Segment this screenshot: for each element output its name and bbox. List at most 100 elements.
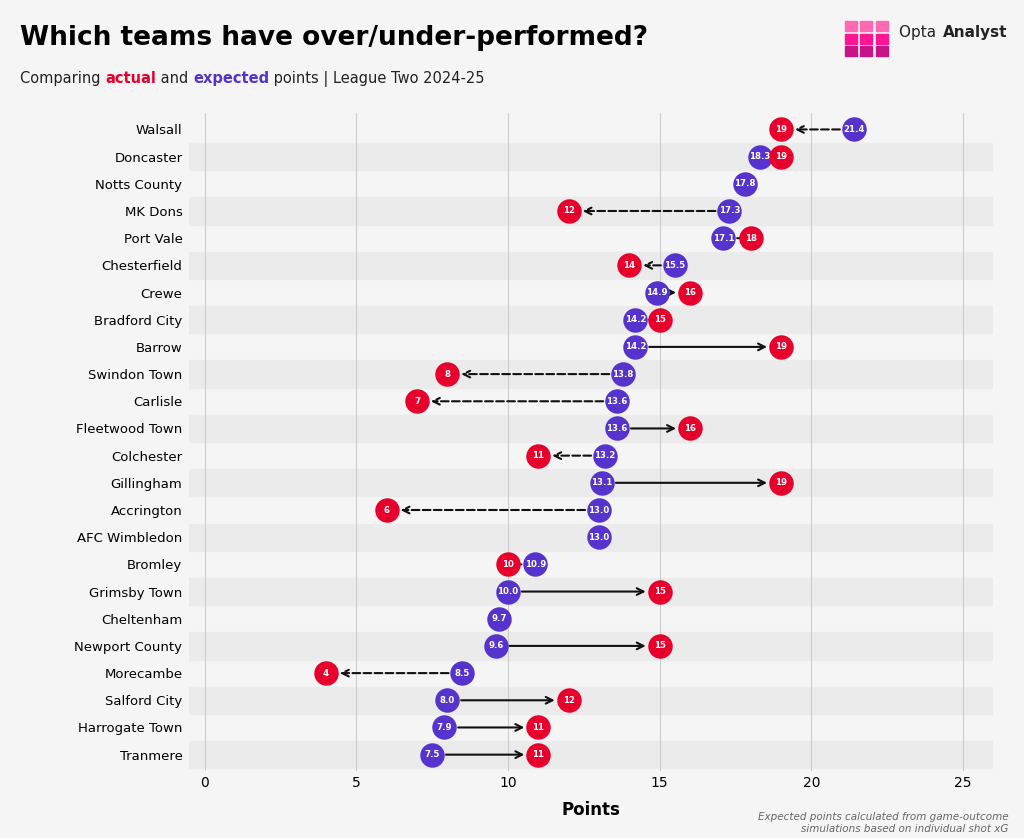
Point <box>715 231 731 245</box>
Point <box>500 585 516 598</box>
Text: 16: 16 <box>684 424 696 433</box>
Point <box>379 504 395 517</box>
Text: 12: 12 <box>562 206 574 215</box>
Point <box>597 449 613 463</box>
Text: 13.2: 13.2 <box>594 451 615 460</box>
Point <box>648 286 665 299</box>
Point <box>560 204 577 218</box>
Text: 13.0: 13.0 <box>589 505 609 515</box>
Text: Comparing: Comparing <box>20 71 105 86</box>
Point <box>530 748 547 762</box>
Point <box>667 259 683 272</box>
Text: expected: expected <box>194 71 269 86</box>
Bar <box>189 686 993 714</box>
Text: 18.3: 18.3 <box>749 153 770 161</box>
Bar <box>189 741 993 768</box>
Point <box>455 666 471 680</box>
Point <box>615 367 632 380</box>
Point <box>721 204 737 218</box>
Point <box>560 694 577 707</box>
Point <box>500 557 516 571</box>
Text: 8: 8 <box>444 370 451 379</box>
Text: 11: 11 <box>532 723 545 732</box>
Point <box>609 395 626 408</box>
Text: 15: 15 <box>653 315 666 324</box>
Point <box>651 313 668 327</box>
X-axis label: Points: Points <box>562 801 621 819</box>
Point <box>651 639 668 653</box>
Point <box>530 449 547 463</box>
Point <box>591 504 607 517</box>
Point <box>627 313 643 327</box>
Text: 19: 19 <box>775 125 787 134</box>
Bar <box>189 198 993 225</box>
Point <box>622 259 638 272</box>
Text: 10.0: 10.0 <box>498 587 518 596</box>
Point <box>409 395 425 408</box>
Point <box>773 476 790 489</box>
Point <box>436 721 453 734</box>
Point <box>752 150 768 163</box>
Text: 15: 15 <box>653 587 666 596</box>
Text: 8.0: 8.0 <box>439 696 455 705</box>
Point <box>846 122 862 136</box>
Text: Analyst: Analyst <box>943 25 1008 40</box>
Point <box>591 530 607 544</box>
Point <box>736 177 753 190</box>
Text: 13.0: 13.0 <box>589 533 609 541</box>
Text: 17.1: 17.1 <box>713 234 734 243</box>
Text: Opta: Opta <box>899 25 941 40</box>
Point <box>439 694 456 707</box>
Text: 4: 4 <box>323 669 329 678</box>
Text: 21.4: 21.4 <box>843 125 864 134</box>
Bar <box>189 251 993 279</box>
Point <box>682 422 698 435</box>
Point <box>487 639 504 653</box>
Text: 19: 19 <box>775 478 787 488</box>
Point <box>609 422 626 435</box>
Text: 15.5: 15.5 <box>665 261 685 270</box>
Bar <box>189 578 993 605</box>
Point <box>439 367 456 380</box>
Text: 19: 19 <box>775 343 787 351</box>
Text: 9.6: 9.6 <box>488 641 504 650</box>
Point <box>527 557 544 571</box>
Text: 13.8: 13.8 <box>612 370 634 379</box>
Point <box>424 748 440 762</box>
Text: actual: actual <box>105 71 157 86</box>
Point <box>627 340 643 354</box>
Text: 8.5: 8.5 <box>455 669 470 678</box>
Text: 16: 16 <box>684 288 696 297</box>
Bar <box>189 360 993 388</box>
Point <box>773 340 790 354</box>
Text: 11: 11 <box>532 750 545 759</box>
Point <box>594 476 610 489</box>
Text: 19: 19 <box>775 153 787 161</box>
Point <box>773 122 790 136</box>
Text: 17.3: 17.3 <box>719 206 740 215</box>
Text: 13.1: 13.1 <box>591 478 612 488</box>
Text: 7: 7 <box>414 396 420 406</box>
Point <box>317 666 334 680</box>
Text: 11: 11 <box>532 451 545 460</box>
Text: 10: 10 <box>502 560 514 569</box>
Point <box>651 585 668 598</box>
Text: 9.7: 9.7 <box>492 614 507 623</box>
Text: points | League Two 2024-25: points | League Two 2024-25 <box>269 71 485 87</box>
Text: 13.6: 13.6 <box>606 424 628 433</box>
Text: 12: 12 <box>562 696 574 705</box>
Point <box>742 231 759 245</box>
Text: 13.6: 13.6 <box>606 396 628 406</box>
Text: 7.5: 7.5 <box>424 750 439 759</box>
Text: 14: 14 <box>624 261 635 270</box>
Text: 14.9: 14.9 <box>646 288 668 297</box>
Text: 15: 15 <box>653 641 666 650</box>
Point <box>773 150 790 163</box>
Text: 14.2: 14.2 <box>625 315 646 324</box>
Bar <box>189 524 993 551</box>
Point <box>530 721 547 734</box>
Bar <box>189 143 993 170</box>
Point <box>682 286 698 299</box>
Text: 17.8: 17.8 <box>734 179 756 189</box>
Bar <box>189 306 993 334</box>
